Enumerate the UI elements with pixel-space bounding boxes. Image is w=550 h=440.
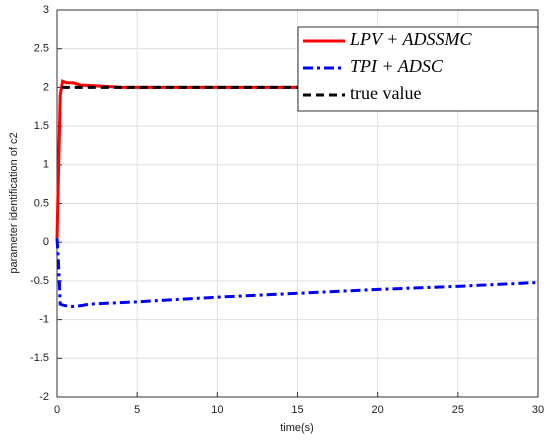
y-tick-label: -1.5 bbox=[30, 352, 49, 364]
legend-label: LPV + ADSSMC bbox=[349, 29, 472, 49]
legend-label: TPI + ADSC bbox=[350, 56, 444, 76]
y-tick-label: -0.5 bbox=[30, 275, 49, 287]
x-tick-label: 30 bbox=[532, 404, 544, 416]
y-axis-label: parameter identification of c2 bbox=[8, 132, 20, 273]
y-tick-label: 2 bbox=[43, 81, 49, 93]
x-axis-label: time(s) bbox=[280, 422, 314, 434]
x-tick-label: 0 bbox=[54, 404, 60, 416]
series-line bbox=[55, 238, 539, 308]
legend-label: true value bbox=[350, 83, 421, 103]
x-tick-label: 10 bbox=[211, 404, 223, 416]
y-tick-label: 2.5 bbox=[34, 43, 49, 55]
x-tick-label: 20 bbox=[372, 404, 384, 416]
y-tick-label: 3 bbox=[43, 4, 49, 16]
y-tick-label: -2 bbox=[39, 391, 49, 403]
x-tick-label: 15 bbox=[291, 404, 303, 416]
x-tick-label: 25 bbox=[452, 404, 464, 416]
y-tick-label: 0.5 bbox=[34, 197, 49, 209]
y-tick-label: 0 bbox=[43, 236, 49, 248]
y-tick-label: 1 bbox=[43, 159, 49, 171]
x-tick-label: 5 bbox=[134, 404, 140, 416]
y-tick-label: -1 bbox=[39, 314, 49, 326]
y-tick-label: 1.5 bbox=[34, 120, 49, 132]
